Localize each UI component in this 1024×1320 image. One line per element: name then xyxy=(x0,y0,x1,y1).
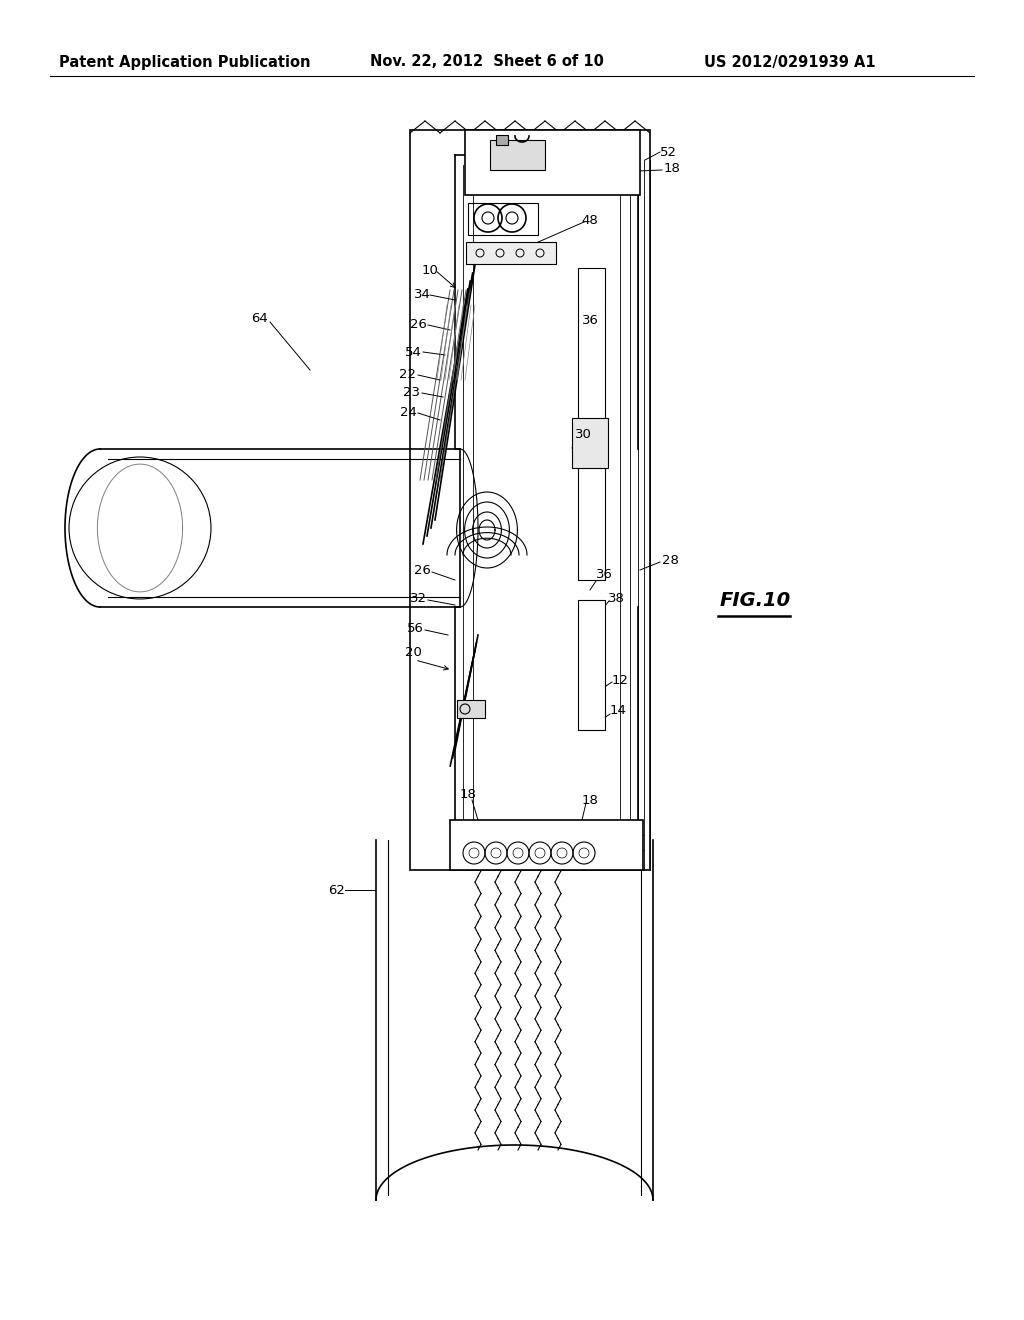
Bar xyxy=(457,700,485,718)
Text: 26: 26 xyxy=(414,564,430,577)
Text: 36: 36 xyxy=(582,314,598,326)
Bar xyxy=(578,268,605,579)
Text: 64: 64 xyxy=(252,312,268,325)
Text: US 2012/0291939 A1: US 2012/0291939 A1 xyxy=(705,54,876,70)
Text: 32: 32 xyxy=(410,591,427,605)
Text: 23: 23 xyxy=(403,387,421,400)
Text: 34: 34 xyxy=(414,289,430,301)
Bar xyxy=(496,135,508,145)
Text: Patent Application Publication: Patent Application Publication xyxy=(59,54,310,70)
Text: 30: 30 xyxy=(574,429,592,441)
Text: 18: 18 xyxy=(582,793,598,807)
Text: 36: 36 xyxy=(596,569,612,582)
Text: 18: 18 xyxy=(664,161,680,174)
Bar xyxy=(410,129,650,870)
Text: 28: 28 xyxy=(662,553,679,566)
Text: FIG.10: FIG.10 xyxy=(720,590,792,610)
Text: Nov. 22, 2012  Sheet 6 of 10: Nov. 22, 2012 Sheet 6 of 10 xyxy=(370,54,604,70)
Text: 54: 54 xyxy=(404,346,422,359)
Text: 14: 14 xyxy=(609,704,627,717)
Text: 48: 48 xyxy=(582,214,598,227)
Bar xyxy=(490,140,545,170)
Text: 56: 56 xyxy=(407,622,424,635)
Text: 20: 20 xyxy=(404,645,422,659)
Text: 18: 18 xyxy=(460,788,476,801)
Text: 12: 12 xyxy=(611,673,629,686)
Text: 26: 26 xyxy=(410,318,426,331)
Text: 10: 10 xyxy=(422,264,438,276)
Bar xyxy=(572,418,608,469)
Text: 38: 38 xyxy=(607,591,625,605)
Bar xyxy=(468,203,538,235)
Text: 24: 24 xyxy=(399,407,417,420)
Bar xyxy=(578,601,605,730)
Text: 22: 22 xyxy=(399,368,417,381)
Bar xyxy=(465,129,640,195)
Text: 62: 62 xyxy=(329,883,345,896)
Bar xyxy=(466,242,556,264)
Text: 52: 52 xyxy=(659,145,677,158)
Bar xyxy=(450,820,643,870)
